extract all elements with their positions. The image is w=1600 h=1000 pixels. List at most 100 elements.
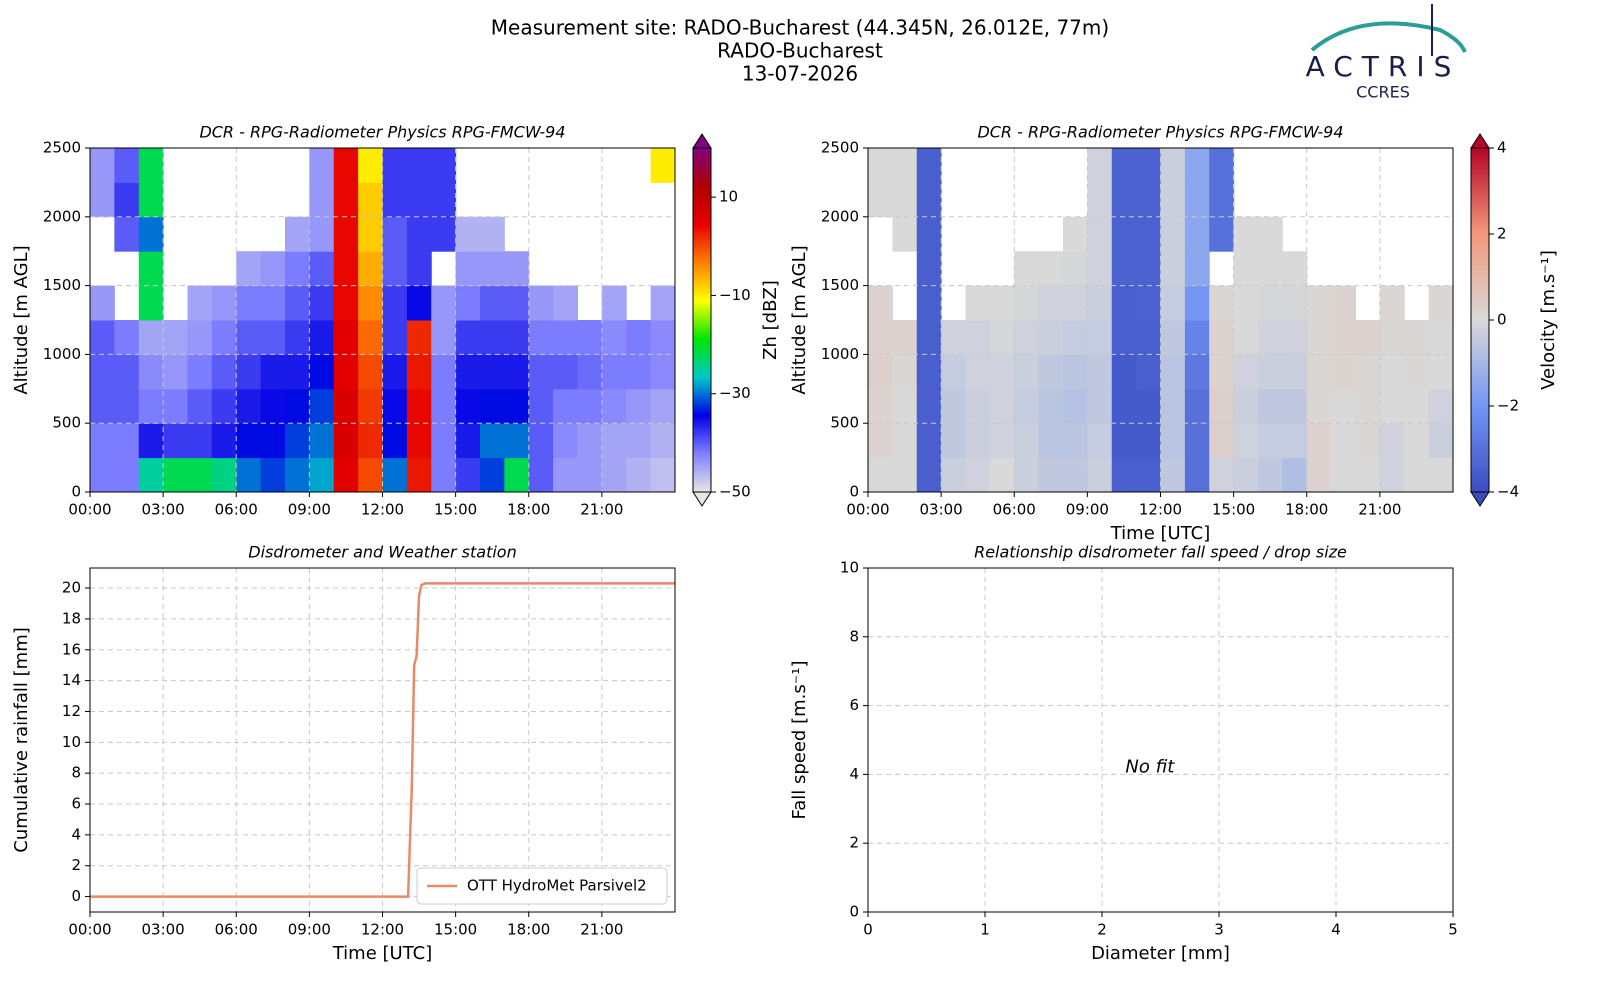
x-tick-label: 12:00	[361, 501, 404, 519]
heat-cell	[1038, 320, 1064, 355]
heat-cell	[358, 182, 383, 218]
heat-cell	[1014, 354, 1040, 390]
heat-cell	[455, 354, 481, 390]
heat-cell	[1258, 251, 1283, 287]
heat-cell	[989, 457, 1015, 493]
heat-cell	[1209, 182, 1235, 218]
x-tick-label: 12:00	[1139, 501, 1182, 519]
heat-cell	[1063, 251, 1088, 287]
heat-cell	[916, 354, 942, 390]
heat-cell	[1209, 423, 1235, 459]
heat-cell	[285, 285, 310, 321]
heat-cell	[1209, 320, 1235, 355]
heat-cell	[236, 285, 262, 321]
heat-cell	[626, 457, 652, 493]
heat-cell	[236, 388, 262, 424]
plot-frame	[89, 147, 676, 493]
heat-cell	[138, 320, 164, 355]
y-axis-label: Altitude [m AGL]	[789, 245, 810, 394]
heat-cell	[431, 320, 457, 355]
heat-cell	[553, 457, 578, 493]
heat-cell	[455, 457, 481, 493]
heat-cell	[941, 457, 966, 493]
heat-cell	[868, 457, 893, 493]
heat-cell	[1331, 423, 1356, 459]
heat-cell	[406, 423, 432, 459]
heat-cell	[333, 148, 359, 183]
heat-cell	[455, 423, 481, 459]
x-tick-label: 18:00	[507, 921, 550, 939]
heat-cell	[528, 388, 554, 424]
heat-cell	[114, 457, 140, 493]
heat-cell	[989, 354, 1015, 390]
colorbar	[1470, 147, 1490, 493]
heat-cell	[1184, 251, 1210, 287]
heat-cell	[1258, 354, 1283, 390]
heat-cell	[1014, 457, 1040, 493]
legend	[416, 867, 668, 905]
heat-cell	[480, 320, 505, 355]
colorbar-extend-bottom	[692, 491, 712, 507]
x-tick-label: 03:00	[142, 501, 185, 519]
heat-cell	[333, 285, 359, 321]
heat-cell	[1209, 285, 1235, 321]
heat-cell	[941, 388, 966, 424]
heat-cell	[236, 320, 262, 355]
heat-cell	[285, 320, 310, 355]
heat-cell	[1136, 457, 1161, 493]
heat-cell	[504, 388, 530, 424]
colorbar-tick-label: 0	[1497, 311, 1507, 329]
heat-cell	[916, 457, 942, 493]
heat-cell	[333, 388, 359, 424]
heat-cell	[1160, 423, 1186, 459]
heat-cell	[114, 320, 140, 355]
heat-cell	[941, 320, 966, 355]
figure-title: Measurement site: RADO-Bucharest (44.345…	[491, 16, 1109, 40]
heat-cell	[114, 354, 140, 390]
heat-cell	[1233, 388, 1259, 424]
y-tick-label: 20	[62, 579, 81, 597]
colorbar-extend-top	[1470, 133, 1490, 149]
heat-cell	[1087, 216, 1113, 252]
heat-cell	[382, 285, 408, 321]
heat-cell	[163, 320, 188, 355]
heat-cell	[211, 423, 237, 459]
y-tick-label: 0	[71, 887, 81, 905]
heat-cell	[138, 216, 164, 252]
colorbar-extend-top	[692, 133, 712, 149]
x-tick-label: 09:00	[1066, 501, 1109, 519]
heat-cell	[285, 354, 310, 390]
heat-cell	[577, 388, 603, 424]
heat-cell	[406, 285, 432, 321]
heat-cell	[916, 216, 942, 252]
x-tick-label: 00:00	[68, 501, 111, 519]
heat-cell	[1379, 320, 1405, 355]
heat-cell	[916, 388, 942, 424]
heat-cell	[309, 423, 335, 459]
heat-cell	[650, 354, 676, 390]
panel-title: Relationship disdrometer fall speed / dr…	[974, 543, 1347, 562]
heat-cell	[1014, 320, 1040, 355]
heat-cell	[1282, 423, 1308, 459]
heat-cell	[1160, 354, 1186, 390]
heat-cell	[90, 182, 115, 218]
heat-cell	[480, 285, 505, 321]
heat-cell	[406, 148, 432, 183]
heat-cell	[1233, 354, 1259, 390]
heat-cell	[1282, 320, 1308, 355]
colorbar-tick-label: −4	[1497, 483, 1519, 501]
heat-cell	[965, 388, 991, 424]
heat-cell	[601, 285, 627, 321]
heat-cell	[187, 285, 213, 321]
heat-cell	[163, 423, 188, 459]
colorbar-tick-label: 4	[1497, 139, 1507, 157]
heat-cell	[138, 354, 164, 390]
y-tick-label: 1500	[821, 276, 859, 294]
colorbar-tick-label: −2	[1497, 397, 1519, 415]
heat-cell	[1087, 251, 1113, 287]
heat-cell	[114, 388, 140, 424]
x-tick-label: 21:00	[580, 501, 623, 519]
heat-cell	[892, 388, 918, 424]
heat-cell	[965, 423, 991, 459]
heat-cell	[528, 354, 554, 390]
